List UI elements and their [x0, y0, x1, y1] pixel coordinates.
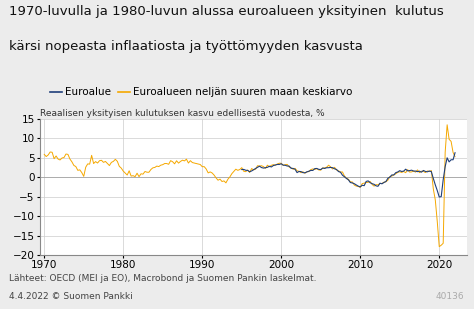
- Text: 1970-luvulla ja 1980-luvun alussa euroalueen yksityinen  kulutus: 1970-luvulla ja 1980-luvun alussa euroal…: [9, 5, 444, 18]
- Text: Lähteet: OECD (MEI ja EO), Macrobond ja Suomen Pankin laskelmat.: Lähteet: OECD (MEI ja EO), Macrobond ja …: [9, 274, 317, 283]
- Text: kärsi nopeasta inflaatiosta ja työttömyyden kasvusta: kärsi nopeasta inflaatiosta ja työttömyy…: [9, 40, 364, 53]
- Text: 40136: 40136: [436, 292, 465, 301]
- Legend: Euroalue, Euroalueen neljän suuren maan keskiarvo: Euroalue, Euroalueen neljän suuren maan …: [46, 83, 357, 102]
- Text: Reaalisen yksityisen kulutuksen kasvu edellisestä vuodesta, %: Reaalisen yksityisen kulutuksen kasvu ed…: [40, 108, 325, 118]
- Text: 4.4.2022 © Suomen Pankki: 4.4.2022 © Suomen Pankki: [9, 292, 133, 301]
